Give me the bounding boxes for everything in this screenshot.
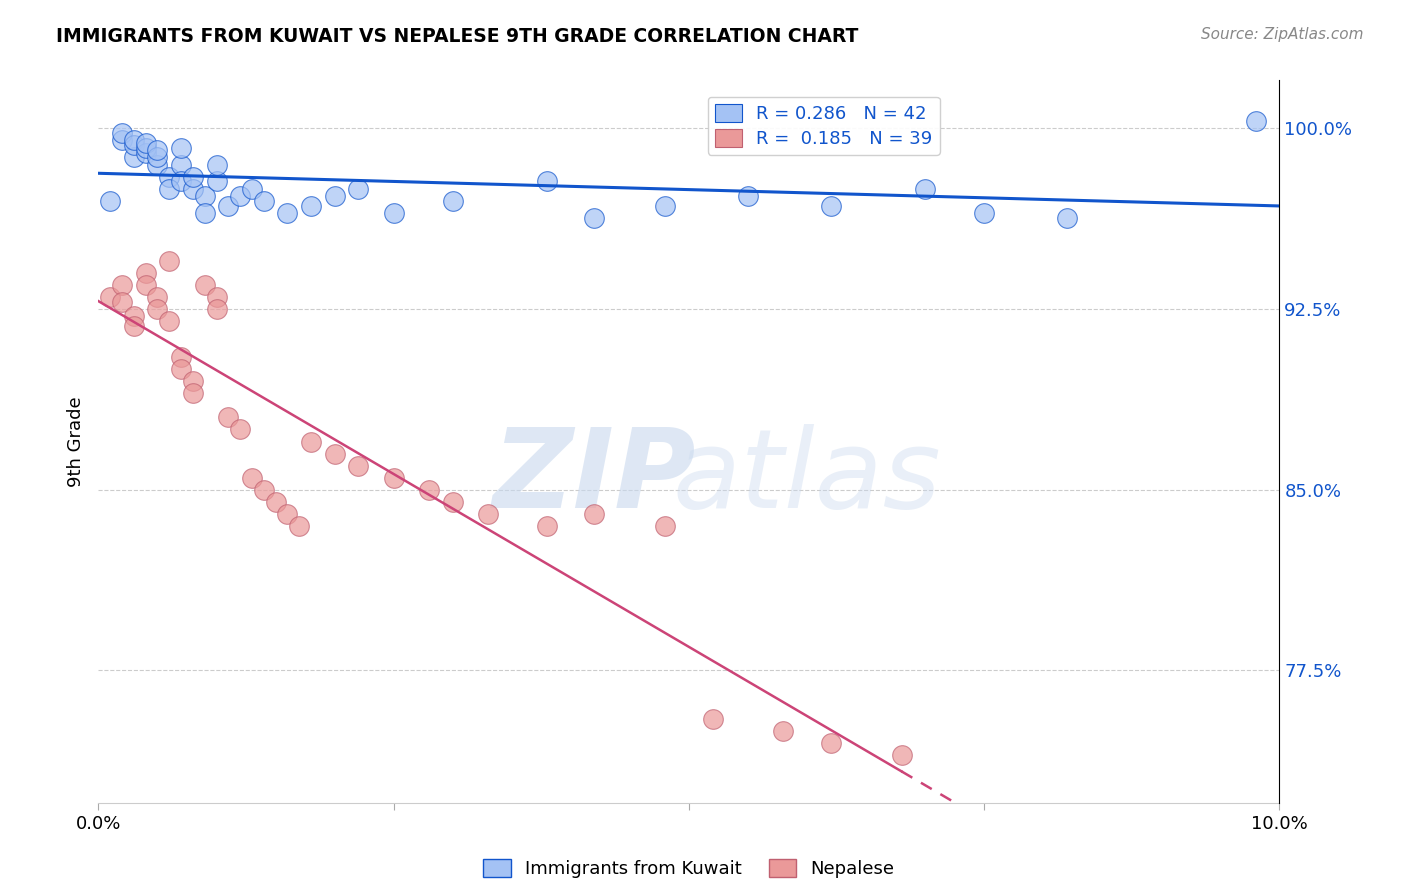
Point — [146, 150, 169, 164]
Point — [264, 495, 287, 509]
Point — [135, 141, 157, 155]
Point — [253, 194, 276, 208]
Point — [194, 189, 217, 203]
Point — [477, 507, 499, 521]
Point — [276, 205, 298, 219]
Point — [820, 198, 842, 212]
Point — [146, 290, 169, 304]
Point — [276, 507, 298, 521]
Text: ZIP: ZIP — [492, 425, 696, 531]
Point — [135, 266, 157, 280]
Point — [157, 314, 180, 328]
Point — [122, 150, 145, 164]
Point — [536, 519, 558, 533]
Point — [157, 182, 180, 196]
Point — [111, 294, 134, 309]
Point — [217, 198, 239, 212]
Point — [382, 470, 405, 484]
Point — [135, 136, 157, 150]
Point — [299, 198, 322, 212]
Point — [181, 182, 204, 196]
Point — [146, 143, 169, 157]
Point — [890, 747, 912, 762]
Point — [973, 205, 995, 219]
Point — [122, 318, 145, 333]
Point — [347, 458, 370, 473]
Legend: Immigrants from Kuwait, Nepalese: Immigrants from Kuwait, Nepalese — [477, 852, 901, 886]
Point — [157, 169, 180, 184]
Point — [229, 423, 252, 437]
Point — [441, 194, 464, 208]
Point — [157, 254, 180, 268]
Point — [111, 133, 134, 147]
Point — [583, 507, 606, 521]
Point — [382, 205, 405, 219]
Point — [122, 138, 145, 153]
Point — [772, 723, 794, 738]
Text: atlas: atlas — [672, 425, 942, 531]
Point — [98, 290, 121, 304]
Point — [135, 277, 157, 292]
Point — [583, 211, 606, 225]
Point — [181, 375, 204, 389]
Point — [122, 310, 145, 324]
Point — [135, 145, 157, 160]
Point — [170, 141, 193, 155]
Point — [205, 174, 228, 188]
Point — [820, 736, 842, 750]
Point — [194, 205, 217, 219]
Text: IMMIGRANTS FROM KUWAIT VS NEPALESE 9TH GRADE CORRELATION CHART: IMMIGRANTS FROM KUWAIT VS NEPALESE 9TH G… — [56, 27, 859, 45]
Y-axis label: 9th Grade: 9th Grade — [66, 396, 84, 487]
Point — [170, 350, 193, 364]
Point — [418, 483, 440, 497]
Point — [288, 519, 311, 533]
Point — [347, 182, 370, 196]
Point — [170, 174, 193, 188]
Point — [702, 712, 724, 726]
Point — [299, 434, 322, 449]
Point — [229, 189, 252, 203]
Point — [205, 290, 228, 304]
Point — [205, 158, 228, 172]
Point — [98, 194, 121, 208]
Point — [536, 174, 558, 188]
Point — [111, 126, 134, 140]
Point — [146, 158, 169, 172]
Point — [181, 169, 204, 184]
Point — [323, 447, 346, 461]
Point — [654, 198, 676, 212]
Point — [441, 495, 464, 509]
Point — [240, 182, 263, 196]
Point — [170, 362, 193, 376]
Point — [737, 189, 759, 203]
Point — [146, 302, 169, 317]
Point — [1244, 114, 1267, 128]
Point — [122, 133, 145, 147]
Point — [240, 470, 263, 484]
Point — [323, 189, 346, 203]
Point — [1056, 211, 1078, 225]
Point — [914, 182, 936, 196]
Point — [194, 277, 217, 292]
Point — [253, 483, 276, 497]
Point — [170, 158, 193, 172]
Point — [654, 519, 676, 533]
Text: Source: ZipAtlas.com: Source: ZipAtlas.com — [1201, 27, 1364, 42]
Point — [205, 302, 228, 317]
Point — [181, 386, 204, 401]
Point — [111, 277, 134, 292]
Point — [217, 410, 239, 425]
